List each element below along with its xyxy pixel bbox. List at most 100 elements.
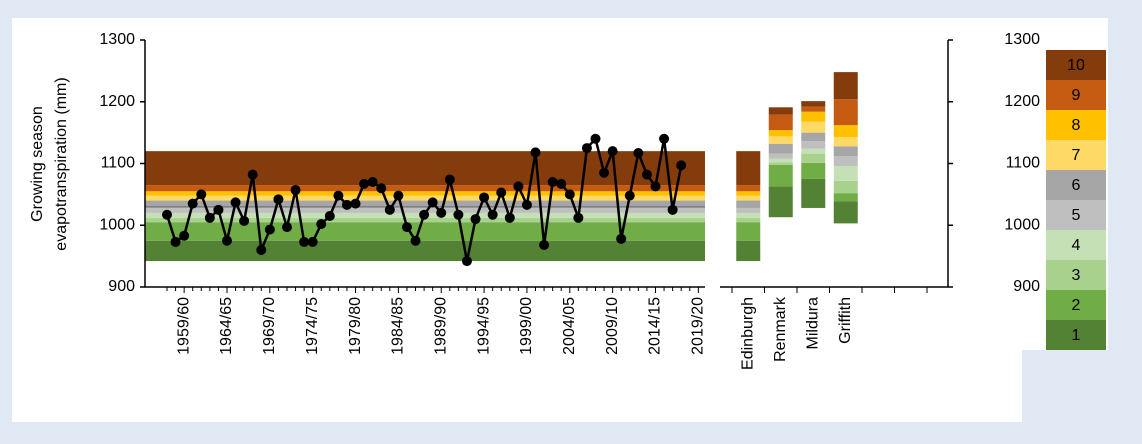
bar-segment xyxy=(768,153,793,159)
legend-swatch xyxy=(1046,290,1106,320)
y-tick-label: 1100 xyxy=(1006,155,1041,172)
data-point xyxy=(530,147,541,158)
data-point xyxy=(496,187,507,198)
data-point xyxy=(196,189,207,200)
data-point xyxy=(556,178,567,189)
data-point xyxy=(213,204,224,215)
panel-gap xyxy=(1022,350,1112,422)
bar-segment xyxy=(736,185,761,192)
legend-label: 1 xyxy=(1072,327,1081,344)
data-point xyxy=(316,219,327,230)
data-point xyxy=(539,240,550,251)
x-tick-label: 2014/15 xyxy=(647,297,664,355)
data-point xyxy=(607,146,618,157)
bar-segment xyxy=(801,148,826,154)
data-point xyxy=(461,256,472,267)
bar-segment xyxy=(736,240,761,262)
bar-segment xyxy=(833,156,858,166)
data-point xyxy=(393,190,404,201)
bar-segment xyxy=(768,114,793,131)
x-tick-label: 1994/95 xyxy=(475,297,492,355)
data-point xyxy=(162,209,172,220)
legend-swatch xyxy=(1046,80,1106,110)
data-point xyxy=(341,199,352,210)
x-tick-label: Edinburgh xyxy=(739,297,756,370)
bar-segment xyxy=(768,130,793,137)
data-point xyxy=(590,133,601,144)
bar-segment xyxy=(768,158,793,163)
bar-segment xyxy=(833,146,858,157)
legend-label: 5 xyxy=(1072,207,1081,224)
x-tick-label: Mildura xyxy=(804,297,821,350)
data-point xyxy=(436,207,447,218)
data-point xyxy=(479,192,490,203)
bar-segment xyxy=(736,195,761,201)
legend-label: 3 xyxy=(1072,267,1081,284)
bar-segment xyxy=(833,165,858,181)
legend-swatch xyxy=(1046,200,1106,230)
data-point xyxy=(470,214,481,225)
data-point xyxy=(419,209,430,220)
data-point xyxy=(410,235,421,246)
decile-band xyxy=(145,240,705,262)
bar-segment xyxy=(801,153,826,163)
data-point xyxy=(513,181,524,192)
bar-segment xyxy=(833,72,858,100)
y-tick-label: 1000 xyxy=(99,216,135,233)
data-point xyxy=(650,181,661,192)
data-point xyxy=(624,190,635,201)
legend-swatch xyxy=(1046,50,1106,80)
data-point xyxy=(487,209,498,220)
y-tick-label: 1200 xyxy=(1004,93,1040,110)
data-point xyxy=(204,212,215,223)
data-point xyxy=(616,233,627,244)
bar-segment xyxy=(736,217,761,223)
legend-label: 9 xyxy=(1072,87,1081,104)
x-tick-label: 2019/20 xyxy=(690,297,707,355)
data-point xyxy=(256,244,267,255)
data-point xyxy=(564,189,575,200)
legend-label: 8 xyxy=(1072,117,1081,134)
bar-segment xyxy=(801,111,826,122)
bar-segment xyxy=(768,107,793,115)
bar-segment xyxy=(801,162,826,179)
bar-segment xyxy=(833,193,858,202)
legend-label: 4 xyxy=(1072,237,1081,254)
bar-segment xyxy=(768,143,793,154)
decile-band xyxy=(145,191,705,196)
data-point xyxy=(547,177,558,188)
x-tick-label: 1964/65 xyxy=(218,297,235,355)
data-point xyxy=(659,133,670,144)
bar-segment xyxy=(801,106,826,112)
data-point xyxy=(504,212,515,223)
bar-segment xyxy=(801,141,826,149)
data-point xyxy=(444,174,455,185)
data-point xyxy=(187,198,198,209)
legend-label: 7 xyxy=(1072,147,1081,164)
bar-segment xyxy=(768,162,793,165)
bar-segment xyxy=(801,178,826,208)
x-tick-label: 1989/90 xyxy=(432,297,449,355)
y-tick-label: 1300 xyxy=(99,31,135,48)
legend-label: 10 xyxy=(1067,57,1085,74)
y-tick-label: 1200 xyxy=(99,93,135,110)
bar-segment xyxy=(768,186,793,218)
data-point xyxy=(521,199,532,210)
data-point xyxy=(573,212,584,223)
y-tick-label: 1000 xyxy=(1004,216,1040,233)
bar-segment xyxy=(833,136,858,147)
x-tick-label: 1974/75 xyxy=(304,297,321,355)
data-point xyxy=(667,204,678,215)
legend-swatch xyxy=(1046,320,1106,350)
data-point xyxy=(170,236,181,247)
x-tick-label: 1979/80 xyxy=(347,297,364,355)
bar-segment xyxy=(801,132,826,142)
data-point xyxy=(324,210,335,221)
data-point xyxy=(581,143,592,154)
decile-band xyxy=(145,151,705,186)
data-point xyxy=(401,222,412,233)
data-point xyxy=(239,215,250,226)
x-tick-label: 2004/05 xyxy=(561,297,578,355)
